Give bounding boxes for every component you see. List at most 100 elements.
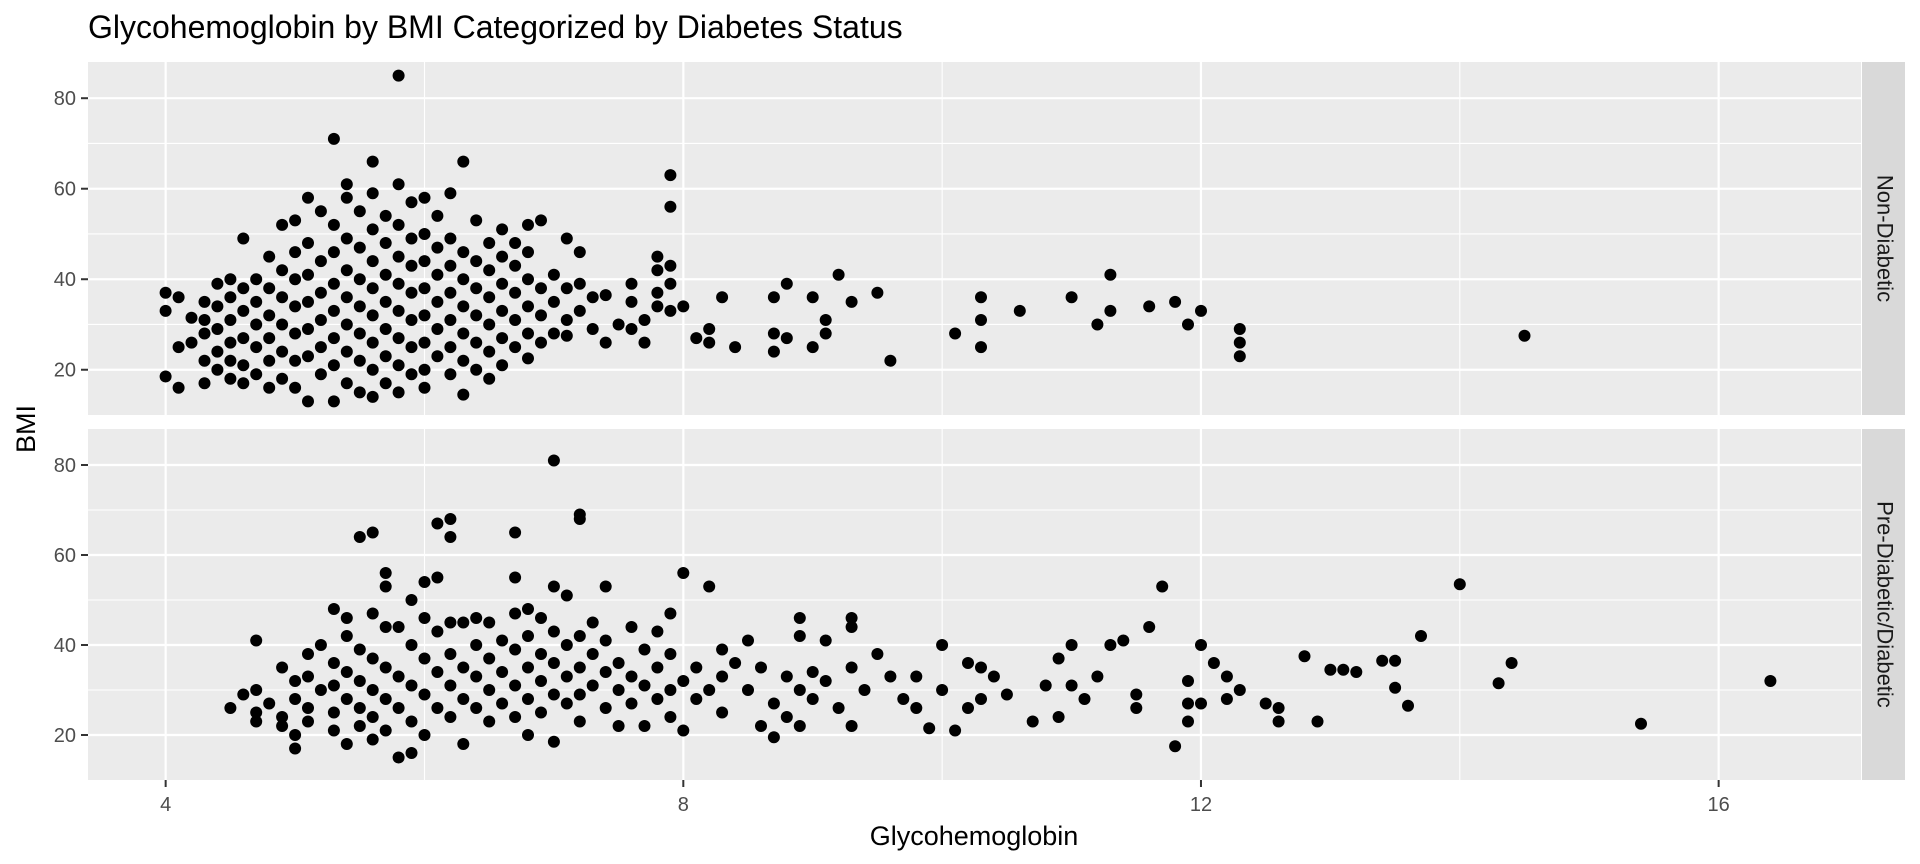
data-point bbox=[444, 648, 457, 660]
data-point bbox=[379, 693, 392, 705]
data-point bbox=[819, 314, 832, 326]
data-point bbox=[237, 282, 250, 295]
data-point bbox=[1376, 654, 1389, 667]
data-point bbox=[767, 731, 780, 744]
data-point bbox=[418, 381, 431, 394]
data-point bbox=[366, 390, 379, 403]
data-point bbox=[340, 612, 353, 624]
data-point bbox=[509, 571, 522, 584]
data-point bbox=[599, 580, 612, 593]
data-point bbox=[250, 273, 263, 286]
data-point bbox=[457, 388, 470, 401]
data-point bbox=[509, 259, 522, 272]
data-point bbox=[366, 607, 379, 620]
data-point bbox=[1207, 657, 1220, 669]
data-point bbox=[250, 715, 263, 728]
data-point bbox=[302, 191, 314, 204]
data-point bbox=[327, 724, 340, 737]
data-point bbox=[340, 666, 353, 678]
data-point bbox=[366, 155, 379, 168]
data-point bbox=[535, 612, 547, 624]
data-point bbox=[224, 291, 237, 304]
data-point bbox=[353, 643, 366, 656]
data-point bbox=[366, 309, 379, 322]
data-point bbox=[379, 567, 392, 579]
data-point bbox=[263, 332, 276, 345]
data-point bbox=[405, 196, 418, 209]
y-tick-label: 40 bbox=[54, 269, 76, 291]
data-point bbox=[677, 567, 690, 579]
data-point bbox=[522, 327, 534, 340]
data-point bbox=[405, 679, 418, 692]
data-point bbox=[522, 693, 534, 705]
data-point bbox=[457, 273, 470, 286]
data-point bbox=[353, 273, 366, 286]
data-point bbox=[366, 733, 379, 746]
data-point bbox=[1233, 350, 1246, 363]
data-point bbox=[392, 670, 405, 683]
data-point bbox=[405, 341, 418, 354]
data-point bbox=[806, 341, 819, 354]
data-point bbox=[444, 232, 457, 245]
data-point bbox=[250, 706, 263, 719]
data-point bbox=[353, 205, 366, 218]
data-point bbox=[405, 286, 418, 299]
data-point bbox=[1233, 323, 1246, 335]
data-point bbox=[703, 336, 716, 349]
data-point bbox=[1065, 639, 1078, 651]
data-point bbox=[962, 702, 974, 714]
data-point bbox=[1182, 318, 1194, 331]
data-point bbox=[289, 246, 302, 259]
data-point bbox=[327, 277, 340, 290]
data-point bbox=[418, 688, 431, 701]
data-point bbox=[573, 630, 586, 642]
data-point bbox=[819, 327, 832, 340]
data-point bbox=[353, 241, 366, 254]
data-point bbox=[263, 697, 276, 710]
data-point bbox=[845, 621, 858, 633]
data-point bbox=[211, 277, 224, 290]
data-point bbox=[431, 666, 444, 678]
data-point bbox=[431, 268, 444, 281]
data-point bbox=[547, 327, 560, 340]
data-point bbox=[366, 684, 379, 696]
data-point bbox=[289, 300, 302, 313]
data-point bbox=[703, 684, 716, 696]
y-tick-label: 80 bbox=[54, 455, 76, 477]
data-point bbox=[560, 670, 573, 683]
data-point bbox=[496, 634, 509, 647]
data-point bbox=[340, 178, 353, 191]
facet-strip-label: Non-Diabetic bbox=[1873, 175, 1898, 302]
data-point bbox=[625, 697, 638, 710]
data-point bbox=[211, 363, 224, 376]
chart-title: Glycohemoglobin by BMI Categorized by Di… bbox=[88, 9, 903, 45]
data-point bbox=[276, 372, 289, 385]
data-point bbox=[314, 684, 327, 696]
data-point bbox=[250, 684, 263, 696]
data-point bbox=[806, 693, 819, 705]
data-point bbox=[444, 616, 457, 629]
data-point bbox=[418, 255, 431, 268]
data-point bbox=[767, 345, 780, 358]
data-point bbox=[276, 291, 289, 304]
data-point bbox=[470, 282, 483, 295]
data-point bbox=[1078, 693, 1091, 705]
x-axis: 4 8 12 16 bbox=[160, 780, 1730, 816]
data-point bbox=[302, 395, 314, 408]
y-tick-label: 60 bbox=[54, 545, 76, 567]
data-point bbox=[379, 350, 392, 363]
data-point bbox=[327, 304, 340, 317]
data-point bbox=[535, 214, 547, 227]
data-point bbox=[664, 607, 677, 620]
data-point bbox=[599, 289, 612, 302]
data-point bbox=[250, 295, 263, 308]
data-point bbox=[289, 327, 302, 340]
data-point bbox=[353, 702, 366, 714]
data-point bbox=[418, 309, 431, 322]
data-point bbox=[832, 268, 845, 281]
data-point bbox=[547, 268, 560, 281]
data-point bbox=[198, 327, 211, 340]
data-point bbox=[612, 720, 625, 732]
data-point bbox=[560, 329, 573, 342]
